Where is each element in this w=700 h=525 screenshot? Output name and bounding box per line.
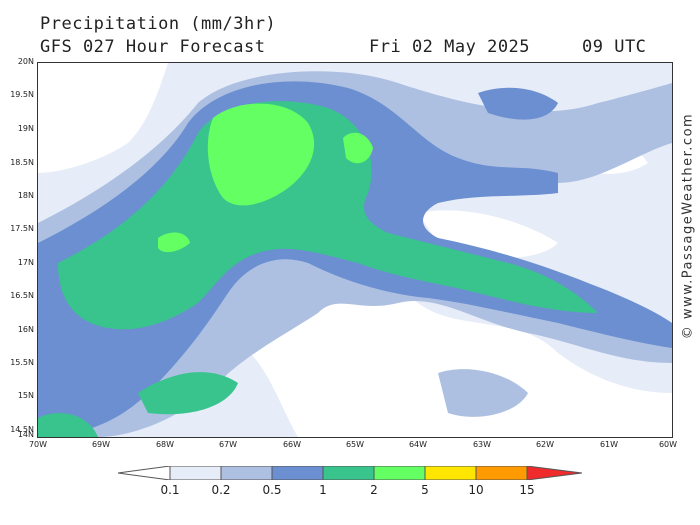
precip-area-teal — [38, 413, 98, 437]
lon-label: 65W — [345, 440, 365, 449]
color-legend — [118, 466, 582, 480]
legend-bin — [271, 466, 324, 480]
legend-arrow-left — [118, 466, 171, 480]
lon-label: 60W — [658, 440, 678, 449]
legend-label: 10 — [468, 483, 484, 497]
lon-label: 70W — [28, 440, 48, 449]
legend-arrow-right — [526, 466, 582, 480]
precip-area-green — [207, 103, 315, 206]
legend-label: 5 — [421, 483, 429, 497]
lat-label: 19N — [17, 124, 34, 133]
legend-bin — [322, 466, 375, 480]
lat-label: 16N — [17, 325, 34, 334]
lat-label: 19.5N — [10, 90, 34, 99]
legend-label: 2 — [370, 483, 378, 497]
lat-label: 17.5N — [10, 224, 34, 233]
lon-label: 69W — [91, 440, 111, 449]
legend-label: 0.1 — [160, 483, 180, 497]
lon-label: 64W — [408, 440, 428, 449]
lat-label: 16.5N — [10, 291, 34, 300]
legend-bin — [424, 466, 477, 480]
lat-label: 20N — [17, 57, 34, 66]
legend-label: 1 — [319, 483, 327, 497]
legend-label: 15 — [519, 483, 535, 497]
lat-label: 14.5N — [10, 425, 34, 434]
lat-label: 17N — [17, 258, 34, 267]
precip-area-none — [238, 265, 672, 437]
forecast-subtitle: GFS 027 Hour Forecast — [40, 37, 266, 57]
precip-area-teal — [138, 372, 238, 415]
lon-label: 63W — [472, 440, 492, 449]
lat-label: 18.5N — [10, 158, 34, 167]
precip-area-teal — [58, 101, 598, 330]
legend-label: 0.2 — [211, 483, 231, 497]
legend-label: 0.5 — [262, 483, 282, 497]
lat-label: 15N — [17, 391, 34, 400]
lon-label: 68W — [155, 440, 175, 449]
forecast-date: Fri 02 May 2025 — [369, 37, 531, 57]
precip-area-dark — [478, 87, 558, 120]
site-credit: © www.PassageWeather.com — [680, 112, 696, 340]
legend-bin — [475, 466, 528, 480]
precipitation-field — [38, 63, 672, 437]
lon-label: 62W — [535, 440, 555, 449]
lat-label: 18N — [17, 191, 34, 200]
forecast-time: 09 UTC — [582, 37, 647, 57]
precip-area-none — [38, 63, 168, 173]
precip-area-medium — [438, 369, 528, 417]
lon-label: 66W — [282, 440, 302, 449]
precip-area-green — [158, 232, 190, 253]
lat-label: 15.5N — [10, 358, 34, 367]
legend-bin — [220, 466, 273, 480]
lon-label: 61W — [599, 440, 619, 449]
map-title: Precipitation (mm/3hr) — [40, 14, 277, 34]
precip-area-green — [343, 132, 373, 164]
legend-bin — [373, 466, 426, 480]
legend-bin — [169, 466, 222, 480]
lon-label: 67W — [218, 440, 238, 449]
lat-label: 14N — [17, 430, 34, 439]
precipitation-map — [37, 62, 673, 438]
